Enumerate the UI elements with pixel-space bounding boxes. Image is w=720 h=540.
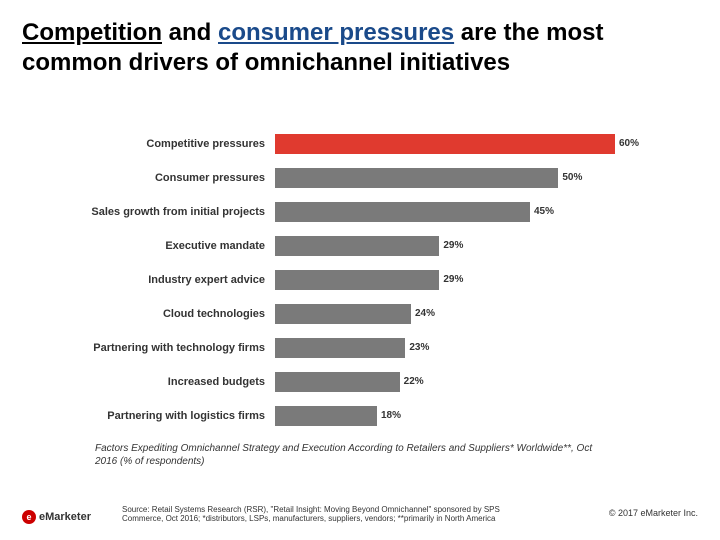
title-segment: consumer pressures [218, 19, 454, 46]
title-segment: and [162, 19, 218, 46]
slide: Competition and consumer pressures are t… [0, 0, 720, 540]
bar-label: Executive mandate [60, 240, 275, 252]
bar-value: 29% [439, 236, 463, 256]
bar-label: Cloud technologies [60, 308, 275, 320]
bar-track: 60% [275, 134, 615, 154]
bar [275, 134, 615, 154]
chart-row: Sales growth from initial projects 45% [60, 198, 620, 226]
bar-value: 22% [400, 372, 424, 392]
bar [275, 338, 405, 358]
bar-track: 23% [275, 338, 615, 358]
bar [275, 168, 558, 188]
bar-track: 50% [275, 168, 615, 188]
chart-caption: Factors Expediting Omnichannel Strategy … [95, 442, 615, 468]
chart-row: Increased budgets 22% [60, 368, 620, 396]
slide-title: Competition and consumer pressures are t… [22, 18, 698, 78]
bar-label: Sales growth from initial projects [60, 206, 275, 218]
bar-label: Partnering with logistics firms [60, 410, 275, 422]
copyright-text: © 2017 eMarketer Inc. [609, 508, 698, 518]
bar [275, 304, 411, 324]
bar-track: 18% [275, 406, 615, 426]
bar-track: 24% [275, 304, 615, 324]
title-segment: Competition [22, 19, 162, 46]
source-text: Source: Retail Systems Research (RSR), "… [122, 505, 542, 524]
bar-label: Partnering with technology firms [60, 342, 275, 354]
bar [275, 270, 439, 290]
bar-value: 23% [405, 338, 429, 358]
bar [275, 372, 400, 392]
chart-row: Industry expert advice 29% [60, 266, 620, 294]
bar-label: Consumer pressures [60, 172, 275, 184]
chart-row: Partnering with technology firms 23% [60, 334, 620, 362]
bar-label: Competitive pressures [60, 138, 275, 150]
chart-row: Cloud technologies 24% [60, 300, 620, 328]
bar [275, 236, 439, 256]
bar-value: 60% [615, 134, 639, 154]
bar [275, 202, 530, 222]
bar-value: 29% [439, 270, 463, 290]
bar-track: 45% [275, 202, 615, 222]
chart-row: Competitive pressures60% [60, 130, 620, 158]
emarketer-logo: e eMarketer [22, 510, 91, 524]
bar-track: 29% [275, 270, 615, 290]
bar-value: 45% [530, 202, 554, 222]
bar-label: Increased budgets [60, 376, 275, 388]
bar-value: 18% [377, 406, 401, 426]
bar-track: 22% [275, 372, 615, 392]
logo-icon: e [22, 510, 36, 524]
chart-row: Partnering with logistics firms 18% [60, 402, 620, 430]
chart-row: Executive mandate 29% [60, 232, 620, 260]
bar-label: Industry expert advice [60, 274, 275, 286]
bar-track: 29% [275, 236, 615, 256]
chart-row: Consumer pressures 50% [60, 164, 620, 192]
bar-value: 50% [558, 168, 582, 188]
footer: e eMarketer Source: Retail Systems Resea… [22, 484, 698, 524]
bar [275, 406, 377, 426]
drivers-bar-chart: Competitive pressures60% Consumer pressur… [60, 130, 620, 436]
bar-value: 24% [411, 304, 435, 324]
logo-text: eMarketer [39, 511, 91, 523]
